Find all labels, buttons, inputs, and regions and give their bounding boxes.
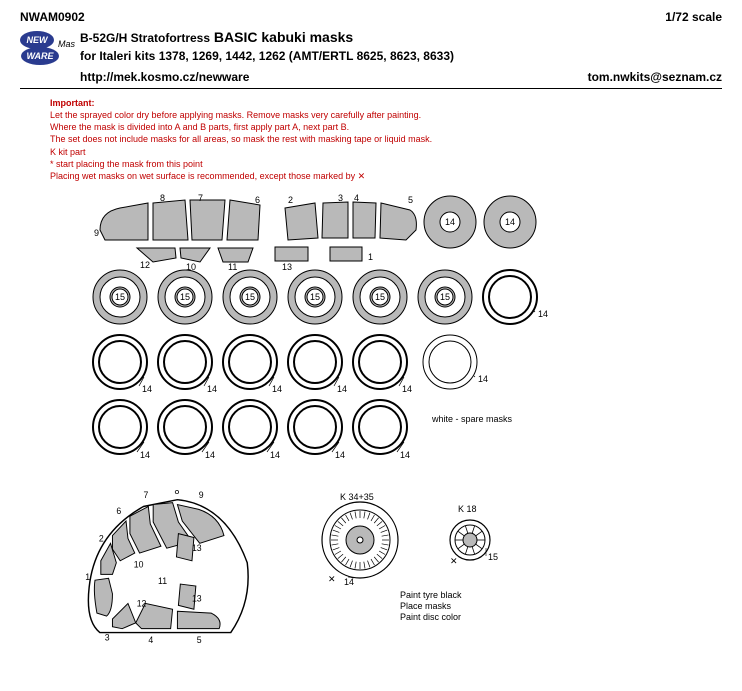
logo-bottom: WARE [27, 51, 55, 61]
svg-text:14: 14 [505, 217, 515, 227]
important-label: Important: [50, 97, 722, 109]
logo-mid: Masks [58, 39, 75, 49]
title-name: B-52G/H Stratofortress [80, 31, 210, 45]
important-p2b: The set does not include masks for all a… [50, 133, 722, 145]
wheels-diagram: K 34+35 ✕ 14 K 18 ✕ 15 Paint tyre blackPlace m… [310, 490, 540, 630]
svg-text:7: 7 [198, 193, 203, 203]
svg-text:7: 7 [143, 490, 148, 500]
svg-text:white - spare masks: white - spare masks [431, 414, 513, 424]
svg-text:14: 14 [140, 450, 150, 460]
scale: 1/72 scale [665, 10, 722, 24]
svg-text:14: 14 [402, 384, 412, 394]
svg-text:15: 15 [375, 292, 385, 302]
svg-text:12: 12 [137, 598, 147, 608]
svg-text:13: 13 [192, 543, 202, 553]
svg-text:Place masks: Place masks [400, 601, 452, 611]
svg-text:14: 14 [478, 374, 488, 384]
svg-text:14: 14 [445, 217, 455, 227]
cockpit-diagram: 9876213451313101112 [80, 490, 270, 650]
svg-text:10: 10 [134, 560, 144, 570]
svg-text:Paint tyre black: Paint tyre black [400, 590, 462, 600]
svg-text:14: 14 [142, 384, 152, 394]
svg-text:11: 11 [158, 576, 167, 586]
svg-text:Paint disc color: Paint disc color [400, 612, 461, 622]
svg-text:8: 8 [175, 490, 180, 496]
important-p3b: * start placing the mask from this point [50, 158, 722, 170]
contact-email: tom.nwkits@seznam.cz [588, 70, 722, 84]
svg-text:2: 2 [288, 195, 293, 205]
svg-text:1: 1 [368, 252, 373, 262]
important-p2a: Where the mask is divided into A and B p… [50, 121, 722, 133]
logo-top: NEW [27, 35, 50, 45]
svg-text:2: 2 [99, 533, 104, 543]
svg-text:11: 11 [228, 262, 237, 272]
svg-text:13: 13 [282, 262, 292, 272]
svg-text:15: 15 [310, 292, 320, 302]
site-url: http://mek.kosmo.cz/newware [80, 70, 249, 84]
svg-text:9: 9 [94, 228, 99, 238]
svg-text:14: 14 [337, 384, 347, 394]
svg-text:15: 15 [488, 552, 498, 562]
svg-text:3: 3 [338, 193, 343, 203]
svg-text:4: 4 [354, 193, 359, 203]
important-p4: Placing wet masks on wet surface is reco… [50, 170, 722, 182]
svg-text:K 18: K 18 [458, 504, 477, 514]
svg-text:15: 15 [440, 292, 450, 302]
svg-text:6: 6 [255, 195, 260, 205]
svg-text:3: 3 [105, 632, 110, 642]
svg-text:14: 14 [270, 450, 280, 460]
svg-text:9: 9 [199, 490, 204, 500]
svg-text:14: 14 [207, 384, 217, 394]
svg-text:14: 14 [400, 450, 410, 460]
svg-text:14: 14 [344, 577, 354, 587]
important-notes: Important: Let the sprayed color dry bef… [20, 97, 722, 182]
svg-text:K 34+35: K 34+35 [340, 492, 374, 502]
svg-text:✕: ✕ [328, 574, 336, 584]
brand-logo: NEW WARE Masks [20, 28, 70, 66]
svg-text:14: 14 [272, 384, 282, 394]
product-title: B-52G/H Stratofortress BASIC kabuki mask… [80, 28, 454, 64]
svg-text:12: 12 [140, 260, 150, 270]
important-p1: Let the sprayed color dry before applyin… [50, 109, 722, 121]
svg-text:14: 14 [538, 309, 548, 319]
svg-text:6: 6 [116, 506, 121, 516]
svg-text:14: 14 [335, 450, 345, 460]
svg-text:4: 4 [148, 635, 153, 645]
svg-text:✕: ✕ [450, 556, 458, 566]
svg-text:13: 13 [192, 593, 202, 603]
important-p3a: K kit part [50, 146, 722, 158]
title-type: BASIC kabuki masks [210, 29, 353, 45]
sku: NWAM0902 [20, 10, 85, 24]
title-kits: for Italeri kits 1378, 1269, 1442, 1262 … [80, 48, 454, 65]
svg-text:5: 5 [197, 635, 202, 645]
svg-text:15: 15 [245, 292, 255, 302]
svg-text:1: 1 [85, 572, 90, 582]
svg-text:14: 14 [205, 450, 215, 460]
svg-text:5: 5 [408, 195, 413, 205]
svg-text:15: 15 [180, 292, 190, 302]
svg-text:15: 15 [115, 292, 125, 302]
mask-sheet-diagram: 9876234512101113114141515151515151414141… [80, 192, 640, 467]
svg-text:8: 8 [160, 193, 165, 203]
